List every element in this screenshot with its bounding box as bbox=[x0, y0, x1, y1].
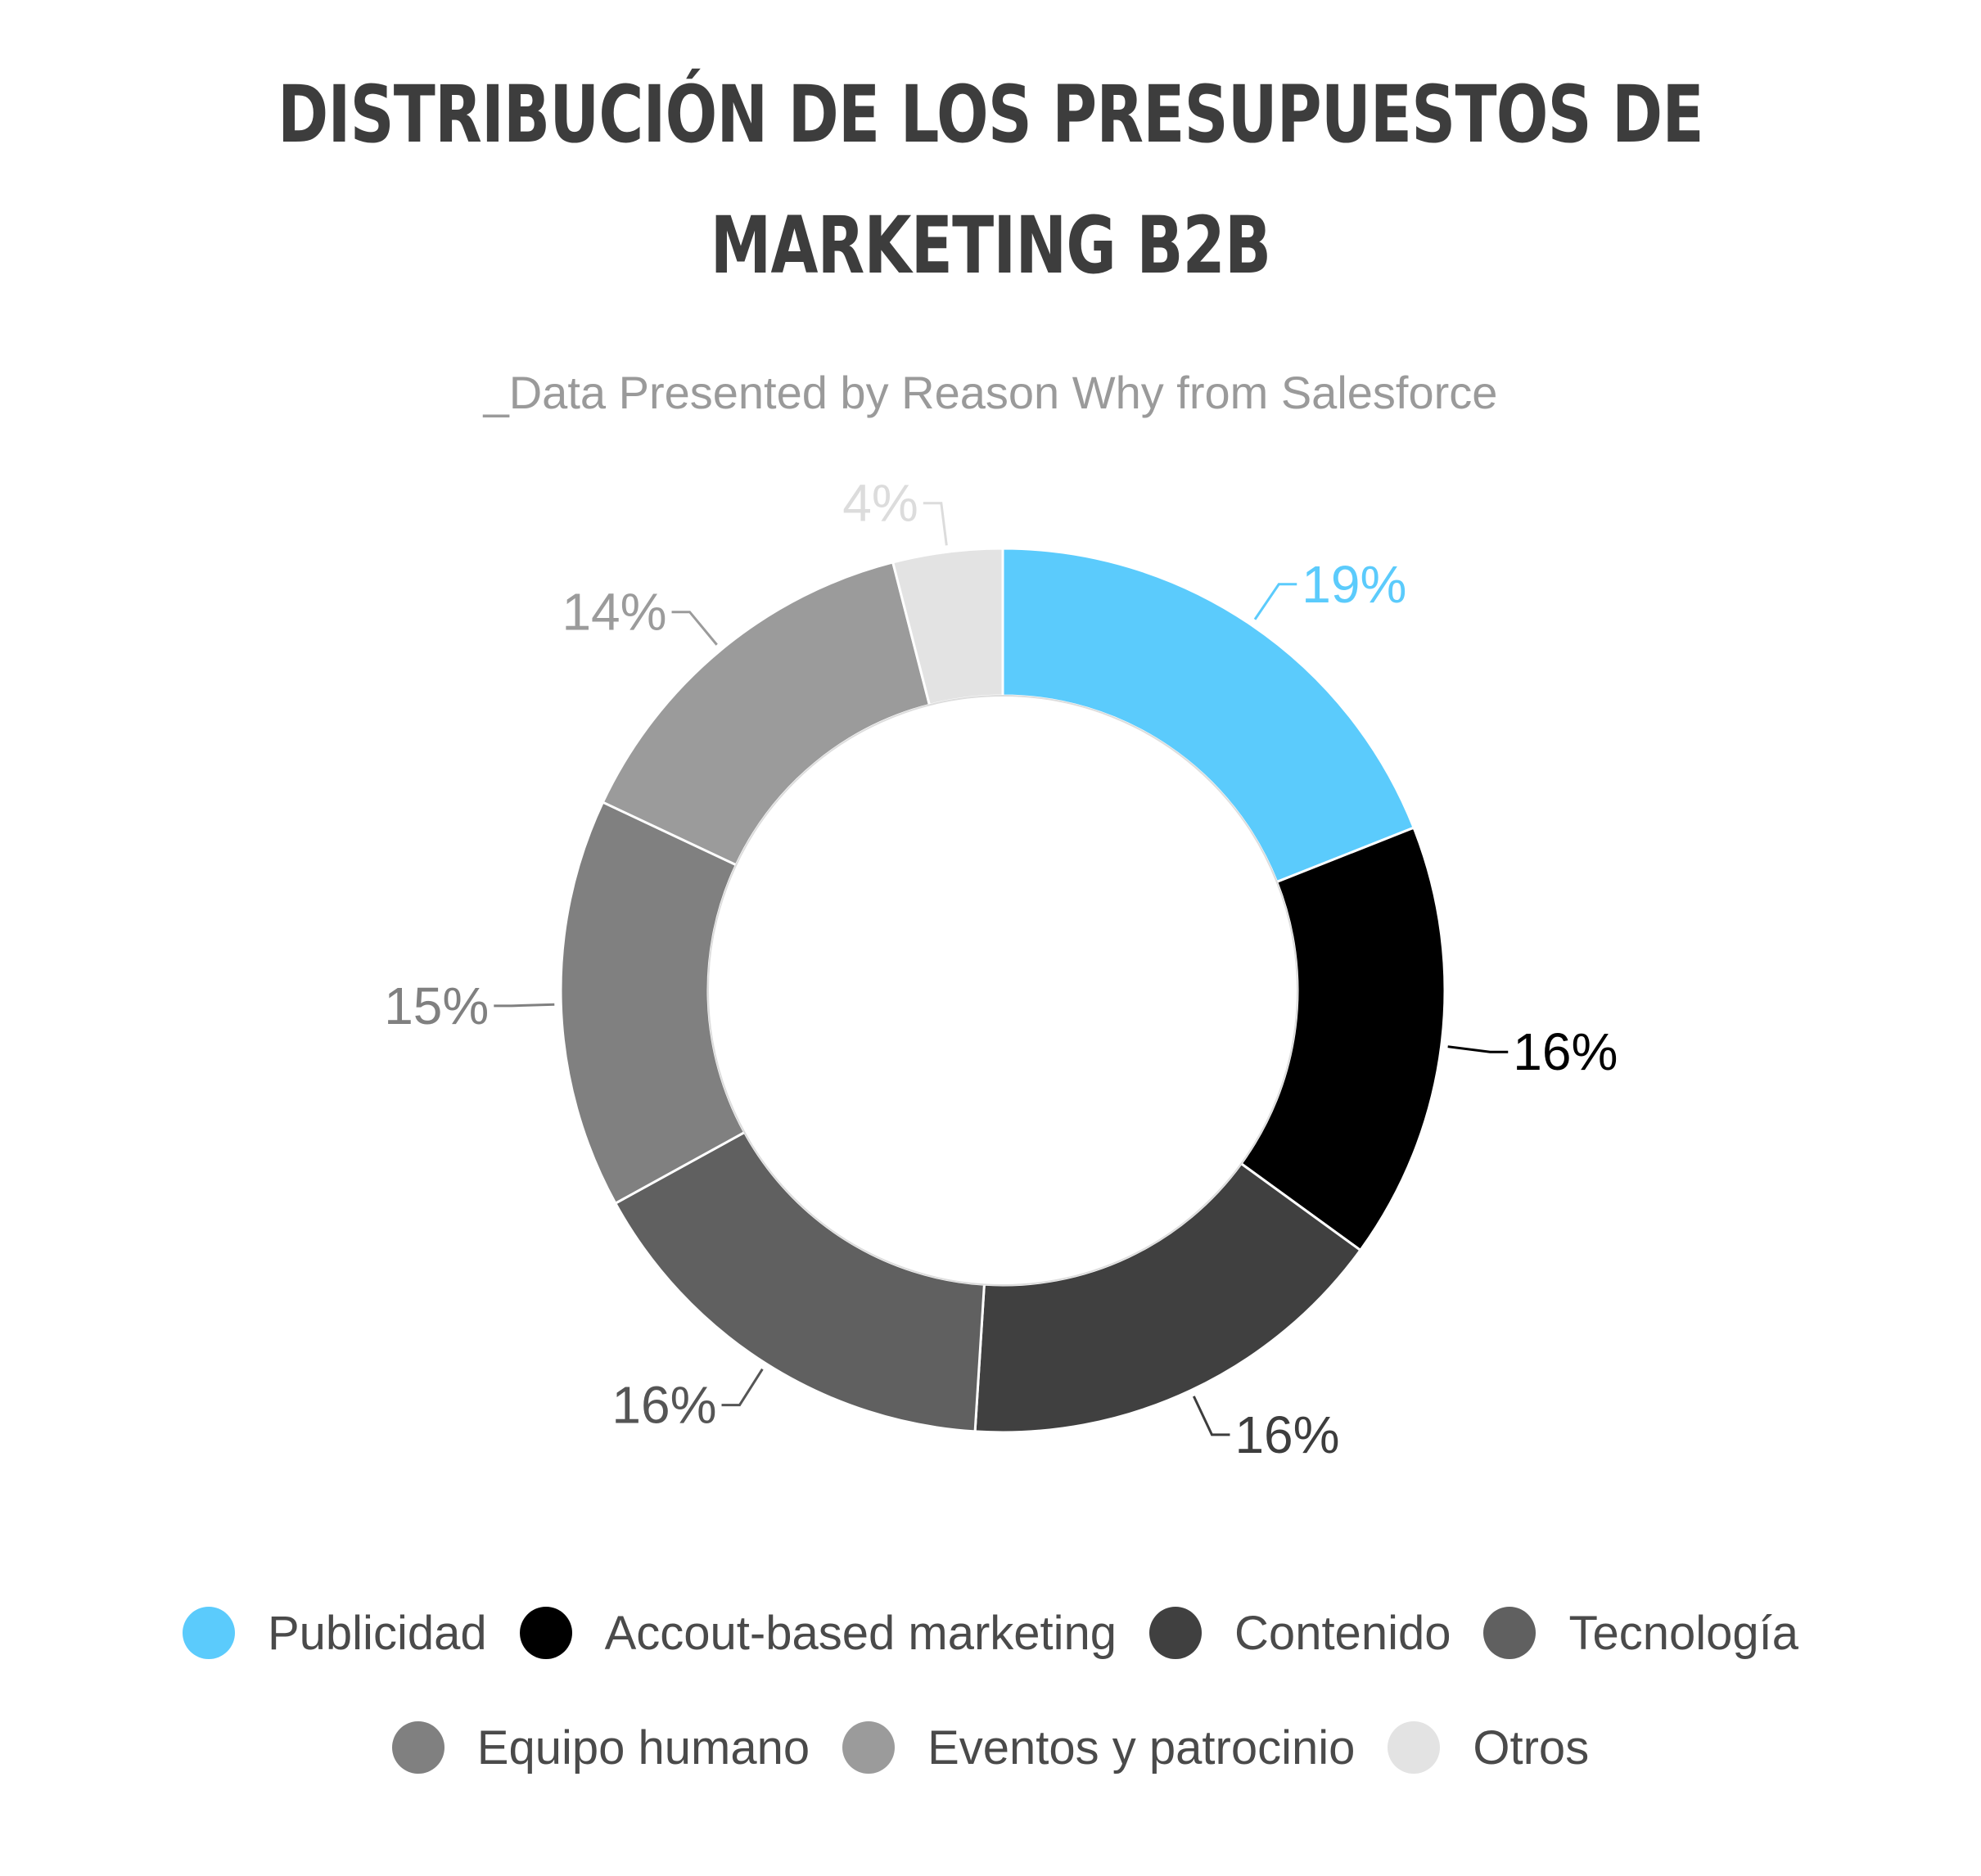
data-label-contenido: 16% bbox=[1234, 1405, 1339, 1464]
legend-label: Contenido bbox=[1234, 1606, 1451, 1660]
legend-swatch bbox=[182, 1607, 235, 1659]
leader-line-contenido bbox=[1192, 1396, 1230, 1436]
leader-line-eventos-y-patrocinio bbox=[671, 611, 718, 646]
donut-chart: 19% 16% 16% 16% 15% 14% 4% bbox=[384, 474, 1618, 1464]
leader-line-otros bbox=[923, 502, 948, 546]
data-label-equipo-humano: 15% bbox=[384, 976, 489, 1035]
legend-swatch bbox=[1483, 1607, 1537, 1659]
data-label-tecnologia: 16% bbox=[611, 1376, 716, 1435]
leader-line-accout-based-marketing bbox=[1447, 1045, 1509, 1053]
legend-label: Accout-based marketing bbox=[604, 1606, 1117, 1660]
legend-swatch bbox=[1149, 1607, 1203, 1659]
legend-item-otros: Otros bbox=[1388, 1715, 1589, 1780]
chart-title: DISTRIBUCIÓN DE LOS PRESUPUESTOS DE MARK… bbox=[218, 49, 1763, 311]
leader-line-equipo-humano bbox=[494, 1003, 555, 1008]
legend-swatch bbox=[842, 1721, 896, 1774]
donut-hole bbox=[707, 695, 1298, 1286]
legend-item-eventos-y-patrocinio: Eventos y patrocinio bbox=[842, 1715, 1355, 1780]
legend-row-1: Publicidad Accout-based marketing Conten… bbox=[0, 1600, 1981, 1666]
legend-item-account-based-marketing: Accout-based marketing bbox=[519, 1600, 1117, 1666]
legend-label: Equipo humano bbox=[476, 1720, 810, 1775]
legend-label: Otros bbox=[1473, 1720, 1590, 1775]
chart-subtitle: _Data Presented by Reason Why from Sales… bbox=[483, 367, 1498, 418]
legend-label: Tecnología bbox=[1568, 1606, 1799, 1660]
legend-item-equipo-humano: Equipo humano bbox=[391, 1715, 810, 1780]
legend-label: Eventos y patrocinio bbox=[927, 1720, 1356, 1775]
data-label-publicidad: 19% bbox=[1302, 555, 1406, 614]
chart-title-line-2: MARKETING B2B bbox=[710, 200, 1271, 291]
data-label-eventos-y-patrocinio: 14% bbox=[562, 583, 666, 642]
legend-row-2: Equipo humano Eventos y patrocinio Otros bbox=[0, 1715, 1981, 1780]
legend-swatch bbox=[391, 1721, 444, 1774]
legend-item-tecnologia: Tecnología bbox=[1483, 1600, 1798, 1666]
leader-line-tecnologia bbox=[721, 1368, 764, 1407]
legend-swatch bbox=[519, 1607, 572, 1659]
legend: Publicidad Accout-based marketing Conten… bbox=[0, 1600, 1981, 1780]
leader-line-publicidad bbox=[1253, 583, 1297, 620]
legend-label: Publicidad bbox=[267, 1606, 487, 1660]
data-label-otros: 4% bbox=[842, 474, 918, 533]
legend-item-publicidad: Publicidad bbox=[182, 1600, 487, 1666]
data-label-accout-based-marketing: 16% bbox=[1513, 1022, 1618, 1081]
legend-swatch bbox=[1388, 1721, 1441, 1774]
chart-title-line-1: DISTRIBUCIÓN DE LOS PRESUPUESTOS DE bbox=[278, 69, 1703, 160]
legend-item-contenido: Contenido bbox=[1149, 1600, 1451, 1666]
